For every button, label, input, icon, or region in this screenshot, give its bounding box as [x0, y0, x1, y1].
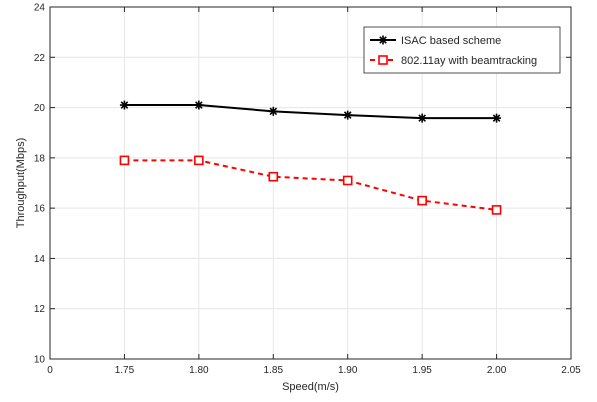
marker-stroke — [343, 111, 352, 119]
y-tick-label: 14 — [34, 254, 46, 265]
data-point — [343, 110, 353, 120]
y-axis-label: Throughput(Mbps) — [15, 138, 27, 229]
data-point — [491, 205, 502, 215]
y-tick-label: 12 — [34, 304, 46, 315]
series-line — [124, 159, 497, 211]
x-tick-label: 1.75 — [115, 365, 135, 376]
legend: ISAC based scheme 802.11ay with beamtrack… — [363, 26, 561, 74]
data-point — [417, 113, 427, 123]
marker-stroke — [269, 107, 278, 116]
legend-label: ISAC based scheme — [401, 35, 501, 47]
y-tick-label: 20 — [34, 103, 46, 114]
x-tick-label: 1.90 — [338, 365, 358, 376]
x-tick-label: 1.95 — [412, 365, 432, 376]
x-tick-label: 0 — [47, 365, 53, 376]
data-point — [119, 155, 130, 166]
y-tick-label: 24 — [34, 3, 46, 14]
x-tick-label: 1.85 — [264, 365, 284, 376]
x-tick-label: 2.05 — [561, 365, 581, 376]
data-point — [417, 195, 427, 206]
y-tick-label: 10 — [34, 355, 46, 366]
data-point — [268, 171, 279, 182]
y-tick-label: 22 — [34, 53, 46, 64]
legend-marker — [378, 35, 388, 45]
marker-stroke — [195, 101, 203, 109]
y-tick-label: 18 — [34, 153, 46, 164]
y-tick-label: 16 — [34, 204, 46, 215]
legend-items: ISAC based scheme 802.11ay with beamtrack… — [370, 35, 537, 67]
data-point — [492, 113, 502, 123]
legend-marker — [378, 55, 388, 65]
data-point — [194, 155, 204, 166]
series-isac — [119, 100, 502, 123]
series-line — [124, 104, 497, 120]
series-layer — [119, 100, 502, 215]
marker-stroke — [379, 36, 387, 44]
x-axis-label: Speed(m/s) — [282, 381, 339, 393]
legend-box — [363, 26, 561, 74]
data-point — [268, 106, 278, 116]
marker-stroke — [418, 114, 426, 122]
x-tick-label: 1.80 — [189, 365, 209, 376]
series-beamtracking — [119, 155, 502, 215]
plot-frame — [49, 6, 572, 360]
data-point — [342, 175, 353, 186]
x-tick-label: 2.00 — [487, 365, 507, 376]
axis-ticks: 0 1.75 1.80 1.85 1.90 1.95 2.00 2.05 10 12 14 16 18 2… — [34, 3, 581, 377]
marker-stroke — [120, 101, 129, 109]
data-point — [119, 100, 129, 110]
data-point — [194, 100, 204, 110]
marker-stroke — [492, 114, 501, 122]
legend-label: 802.11ay with beamtracking — [401, 55, 537, 67]
